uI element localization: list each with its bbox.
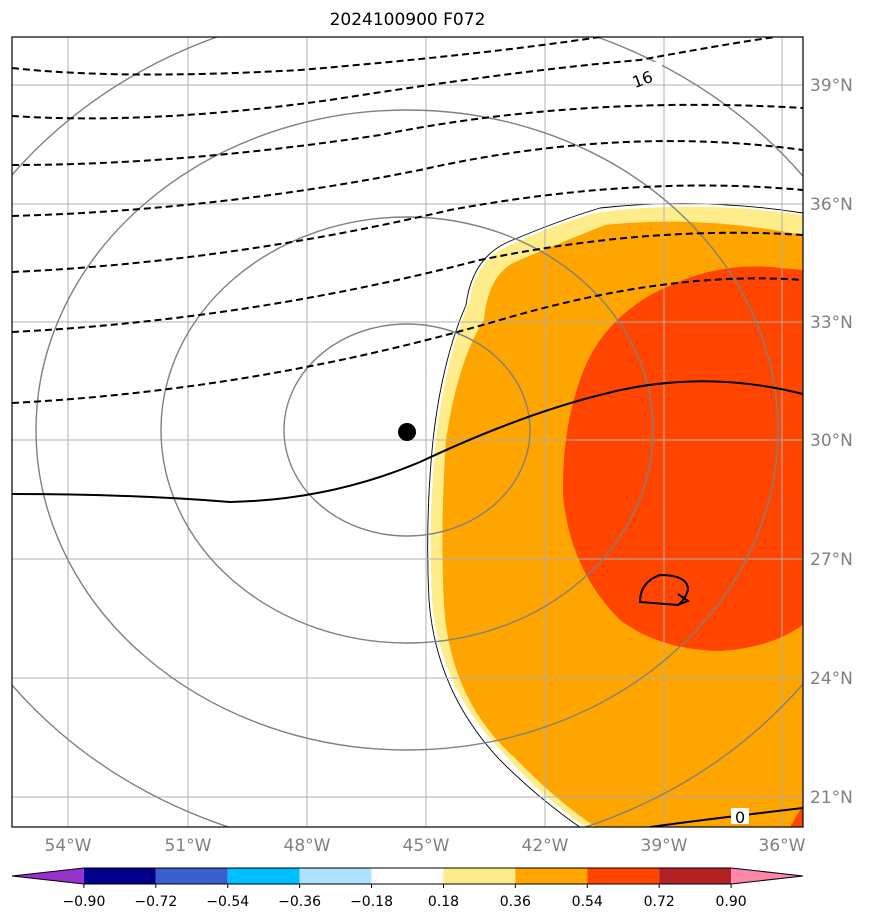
- lat-label: 30°N: [810, 431, 853, 451]
- colorbar-swatch: [515, 868, 588, 884]
- colorbar-swatch: [299, 868, 372, 884]
- colorbar-swatch: [731, 868, 803, 884]
- colorbar-label: 0.18: [428, 894, 459, 910]
- lat-label: 27°N: [810, 550, 853, 570]
- lon-label: 54°W: [45, 836, 92, 856]
- colorbar-label: −0.90: [62, 894, 105, 910]
- lat-label: 39°N: [810, 76, 853, 96]
- lat-label: 21°N: [810, 788, 853, 808]
- lon-label: 48°W: [284, 836, 331, 856]
- map-title: 2024100900 F072: [329, 10, 486, 30]
- lon-label: 39°W: [641, 836, 688, 856]
- colorbar-swatch: [659, 868, 732, 884]
- map-area: [12, 37, 803, 827]
- colorbar-label: 0.90: [716, 894, 747, 910]
- colorbar-swatch: [227, 868, 300, 884]
- lon-label: 42°W: [522, 836, 569, 856]
- storm-center-marker: [398, 423, 416, 441]
- map-frame: [11, 36, 804, 828]
- red-orange-region: [562, 266, 803, 651]
- colorbar-label: −0.72: [134, 894, 177, 910]
- contour-label-bg-0: [731, 808, 749, 824]
- range-rings: [12, 37, 803, 827]
- region-outline: [427, 203, 803, 827]
- colorbar-swatch: [587, 868, 660, 884]
- lon-label: 36°W: [759, 836, 806, 856]
- colorbar-label: −0.54: [206, 894, 249, 910]
- contour-label-0: 0: [735, 808, 745, 827]
- colorbar-label: −0.18: [350, 894, 393, 910]
- colorbar-label: −0.36: [278, 894, 321, 910]
- colorbar-swatch: [155, 868, 228, 884]
- dashed-contours: [12, 37, 803, 404]
- contour-label-bg: [628, 62, 662, 84]
- lon-label: 51°W: [165, 836, 212, 856]
- colorbar-swatch: [371, 868, 444, 884]
- colorbar: −0.90 −0.72 −0.54 −0.36 −0.18 0.18 0.36 0.54 0.7…: [11, 867, 804, 910]
- lat-label: 36°N: [810, 195, 853, 215]
- gridlines: [12, 37, 803, 827]
- colorbar-swatch: [443, 868, 516, 884]
- colorbar-swatch: [12, 868, 84, 884]
- lat-label: 33°N: [810, 313, 853, 333]
- lat-label: 24°N: [810, 669, 853, 689]
- colorbar-label: 0.54: [572, 894, 603, 910]
- lon-label: 45°W: [403, 836, 450, 856]
- solid-contours: [12, 380, 803, 827]
- colorbar-swatch: [83, 868, 156, 884]
- colorbar-label: 0.36: [500, 894, 531, 910]
- red-orange-corner: [790, 805, 803, 827]
- colorbar-label: 0.72: [644, 894, 675, 910]
